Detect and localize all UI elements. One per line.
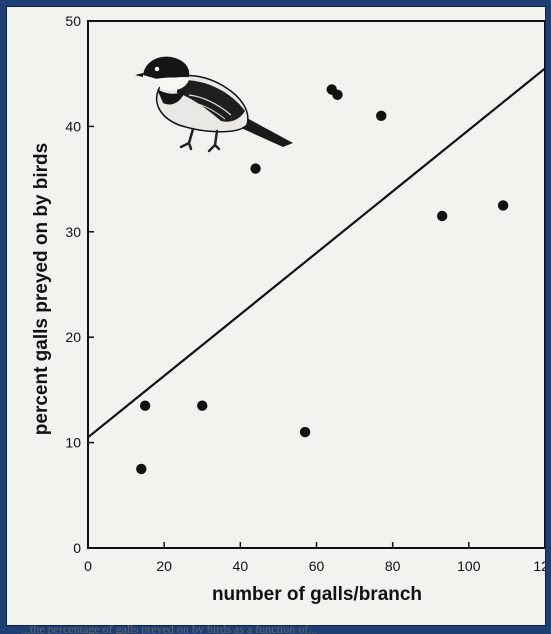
y-tick-label: 10 [65, 435, 81, 451]
x-tick-label: 60 [309, 558, 325, 574]
y-axis-label: percent galls preyed on by birds [31, 143, 52, 435]
data-point [376, 110, 387, 122]
x-tick-label: 120 [533, 558, 545, 574]
trendline-layer [87, 67, 545, 439]
axis-ticks: 0 20 40 60 80 100 120 0 10 20 30 40 50 [65, 13, 545, 574]
y-tick-label: 40 [65, 118, 81, 134]
figure-caption: ...the percentage of galls preyed on by … [21, 622, 318, 634]
data-point [250, 163, 261, 174]
x-tick-label: 100 [457, 558, 481, 574]
x-tick-label: 20 [156, 558, 172, 574]
data-point [497, 200, 509, 211]
data-point [299, 426, 311, 438]
x-tick-label: 0 [84, 558, 92, 574]
data-point [332, 89, 343, 100]
y-tick-label: 30 [65, 224, 81, 240]
chickadee-bird-drawing [135, 56, 293, 153]
trendline [87, 67, 545, 439]
data-point [139, 400, 151, 411]
data-points [136, 84, 509, 475]
data-point [197, 400, 208, 411]
data-point [436, 210, 448, 222]
y-tick-label: 50 [65, 13, 81, 29]
x-axis-label: number of galls/branch [212, 584, 422, 605]
scatter-chart: 02040608010012001020304050 number of [31, 13, 545, 605]
y-tick-label: 20 [65, 329, 81, 345]
y-tick-label: 0 [73, 540, 81, 556]
x-tick-label: 80 [385, 558, 401, 574]
x-tick-label: 40 [233, 558, 249, 574]
data-point [136, 463, 147, 475]
figure-frame: 02040608010012001020304050 number of [7, 7, 545, 634]
